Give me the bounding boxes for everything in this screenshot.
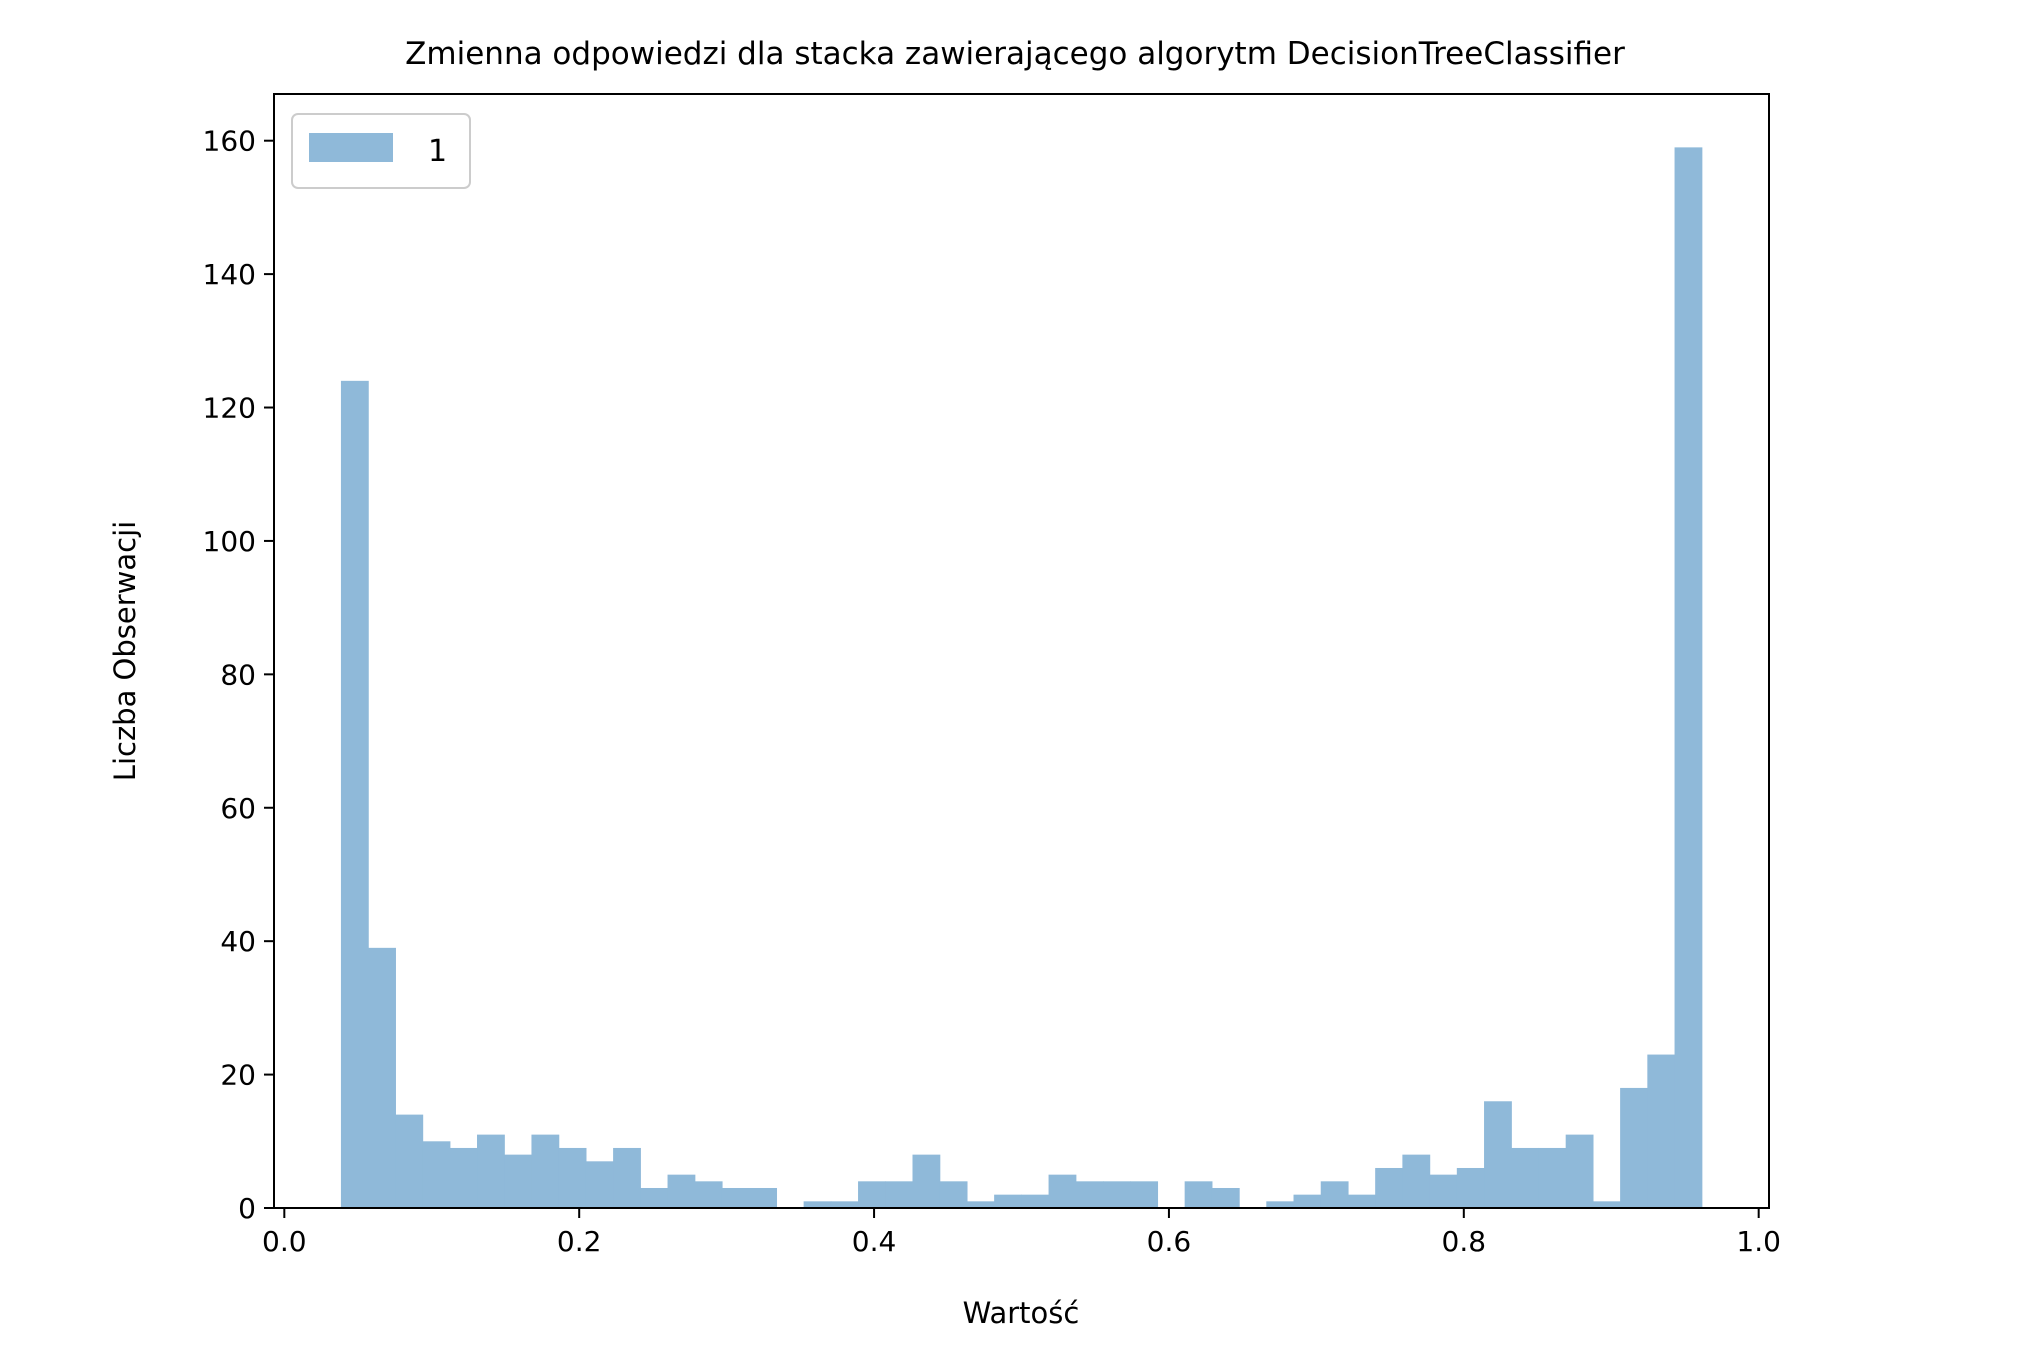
histogram-bar: [830, 1201, 859, 1208]
histogram-bar: [1538, 1147, 1567, 1208]
histogram-bar: [939, 1181, 968, 1208]
histogram-bar: [395, 1114, 424, 1208]
histogram-bar: [803, 1201, 832, 1208]
histogram-bar: [721, 1187, 750, 1208]
histogram-bar: [1402, 1154, 1431, 1208]
x-tick-label: 0.6: [1147, 1225, 1192, 1258]
histogram-bar: [1674, 147, 1703, 1208]
histogram-bar: [1456, 1167, 1485, 1208]
histogram-bar: [558, 1147, 587, 1208]
y-tick-label: 60: [220, 792, 256, 825]
histogram-bar: [1375, 1167, 1403, 1208]
x-tick-label: 0.4: [852, 1225, 897, 1258]
chart-title: Zmienna odpowiedzi dla stacka zawierając…: [405, 36, 1625, 72]
histogram-bar: [1429, 1174, 1458, 1208]
histogram-bar: [1347, 1194, 1376, 1208]
histogram-bar: [531, 1134, 560, 1208]
x-axis-label: Wartość: [963, 1296, 1080, 1330]
histogram-bar: [1103, 1181, 1131, 1208]
x-tick-label: 0.0: [262, 1225, 307, 1258]
histogram-bar: [1184, 1181, 1213, 1208]
histogram-bar: [694, 1181, 723, 1208]
plot-frame: [273, 93, 1770, 1209]
y-tick-label: 160: [203, 125, 256, 158]
histogram-bar: [1048, 1174, 1077, 1208]
histogram-bar: [1647, 1054, 1676, 1208]
histogram-bar: [1565, 1134, 1594, 1208]
y-tick-label: 20: [220, 1059, 256, 1092]
histogram-bar: [1320, 1181, 1349, 1208]
legend: 1: [291, 113, 471, 189]
histogram-bar: [1484, 1101, 1512, 1208]
y-axis: 0 20 40 60 80 100 120 140 160: [203, 125, 274, 1225]
histogram-bar: [422, 1141, 451, 1208]
histogram-bar: [1592, 1201, 1621, 1208]
y-tick-label: 140: [203, 258, 256, 291]
histogram-bar: [858, 1181, 886, 1208]
histogram-bar: [1293, 1194, 1322, 1208]
y-tick-label: 80: [220, 658, 256, 691]
histogram-bar: [885, 1181, 914, 1208]
histogram-bar: [1021, 1194, 1050, 1208]
histogram-bar: [504, 1154, 533, 1208]
histogram-bar: [749, 1187, 778, 1208]
histogram-bar: [1075, 1181, 1104, 1208]
histogram-bar: [585, 1161, 614, 1208]
histogram-bar: [340, 380, 369, 1209]
x-tick-label: 0.8: [1442, 1225, 1487, 1258]
x-tick-label: 0.2: [557, 1225, 602, 1258]
x-axis: 0.0 0.2 0.4 0.6 0.8 1.0: [262, 1208, 1781, 1258]
histogram-bar: [994, 1194, 1022, 1208]
histogram-bar: [667, 1174, 696, 1208]
histogram-bars: [340, 147, 1703, 1209]
histogram-bar: [368, 947, 396, 1208]
y-tick-label: 0: [238, 1192, 256, 1225]
histogram-bar: [477, 1134, 505, 1208]
y-axis-label: Liczba Obserwacji: [108, 521, 142, 781]
histogram-bar: [1211, 1187, 1240, 1208]
histogram-bar: [912, 1154, 941, 1208]
x-tick-label: 1.0: [1736, 1225, 1781, 1258]
y-tick-label: 120: [203, 392, 256, 425]
legend-swatch: [309, 133, 393, 162]
legend-label: 1: [428, 134, 447, 169]
histogram-bar: [1511, 1147, 1540, 1208]
histogram-bar: [640, 1187, 669, 1208]
histogram-bar: [1130, 1181, 1159, 1208]
y-tick-label: 100: [203, 525, 256, 558]
histogram-bar: [1266, 1201, 1295, 1208]
histogram-bar: [613, 1147, 641, 1208]
histogram-bar: [966, 1201, 995, 1208]
y-tick-label: 40: [220, 925, 256, 958]
histogram-bar: [449, 1147, 478, 1208]
histogram-bar: [1620, 1087, 1648, 1208]
